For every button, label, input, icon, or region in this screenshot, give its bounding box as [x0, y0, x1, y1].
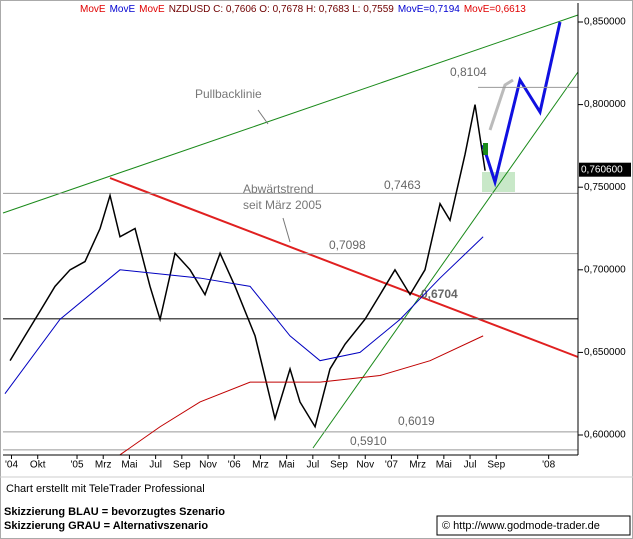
- x-tick-label: Mai: [436, 460, 452, 471]
- header-segment: MovE: [80, 4, 106, 15]
- y-tick-label: 0,650000: [584, 347, 626, 358]
- header-segment: MovE=0,6613: [464, 4, 526, 15]
- note-gray: Skizzierung GRAU = Alternativszenario: [4, 520, 208, 532]
- url-box: [436, 515, 631, 536]
- x-tick-label: '06: [228, 460, 241, 471]
- header: MovE MovE MovE NZDUSD C: 0,7606 O: 0,7678 H…: [80, 4, 526, 15]
- last-price-box: [579, 162, 631, 177]
- price-line: [9, 104, 486, 429]
- blue-scenario: [481, 21, 562, 188]
- annotation-arrow: [282, 217, 291, 243]
- x-tick-label: Mai: [121, 460, 137, 471]
- annotation-arrow: [257, 109, 269, 125]
- x-tick-label: Okt: [30, 460, 46, 471]
- x-tick-label: '08: [542, 460, 555, 471]
- annotation: seit März 2005: [243, 198, 322, 212]
- moving-average: [119, 335, 484, 456]
- level-label: 0,5910: [350, 434, 387, 448]
- annotation: Pullbacklinie: [195, 87, 262, 101]
- last-price-label: 0,760600: [581, 164, 623, 175]
- x-tick-label: Nov: [356, 460, 374, 471]
- y-tick-label: 0,800000: [584, 99, 626, 110]
- x-tick-label: Sep: [173, 460, 191, 471]
- x-tick-label: Jul: [464, 460, 477, 471]
- level-label: 0,8104: [450, 65, 487, 79]
- level-label: 0,7098: [329, 238, 366, 252]
- level-label: 0,6019: [398, 414, 435, 428]
- last-candle: [483, 143, 488, 155]
- x-tick-label: Mrz: [252, 460, 269, 471]
- level-label: 0,7463: [384, 178, 421, 192]
- x-tick-label: Jul: [149, 460, 162, 471]
- y-tick-label: 0,850000: [584, 17, 626, 28]
- pullback-line: [2, 14, 579, 214]
- plot-area: Pullbacklinie Abwärtstrend seit März 200…: [2, 14, 579, 456]
- header-segment: MovE: [139, 4, 165, 15]
- gray-scenario: [488, 78, 514, 131]
- target-zone: [482, 172, 515, 192]
- header-segment: NZDUSD C: 0,7606 O: 0,7678 H: 0,7683 L: …: [169, 4, 395, 15]
- x-tick-label: Sep: [487, 460, 505, 471]
- y-tick-label: 0,750000: [584, 182, 626, 193]
- level-label: 0,6704: [421, 287, 458, 301]
- url: © http://www.godmode-trader.de: [442, 520, 600, 532]
- y-tick-label: 0,600000: [584, 430, 626, 441]
- uptrend-line: [312, 71, 579, 449]
- x-tick-label: Sep: [330, 460, 348, 471]
- header-segment: MovE=0,7194: [398, 4, 460, 15]
- x-tick-label: Jul: [306, 460, 319, 471]
- y-tick-label: 0,700000: [584, 264, 626, 275]
- moving-average: [4, 236, 484, 395]
- x-tick-label: '05: [70, 460, 83, 471]
- downtrend-line: [109, 177, 579, 358]
- annotation: Abwärtstrend: [243, 182, 314, 196]
- x-tick-label: '07: [385, 460, 398, 471]
- note-blue: Skizzierung BLAU = bevorzugtes Szenario: [4, 506, 225, 518]
- credit: Chart erstellt mit TeleTrader Profession…: [6, 483, 205, 495]
- x-tick-label: Mrz: [409, 460, 426, 471]
- x-tick-label: '04: [5, 460, 18, 471]
- x-tick-label: Mrz: [95, 460, 112, 471]
- header-segment: MovE: [110, 4, 136, 15]
- x-tick-label: Mai: [279, 460, 295, 471]
- x-tick-label: Nov: [199, 460, 217, 471]
